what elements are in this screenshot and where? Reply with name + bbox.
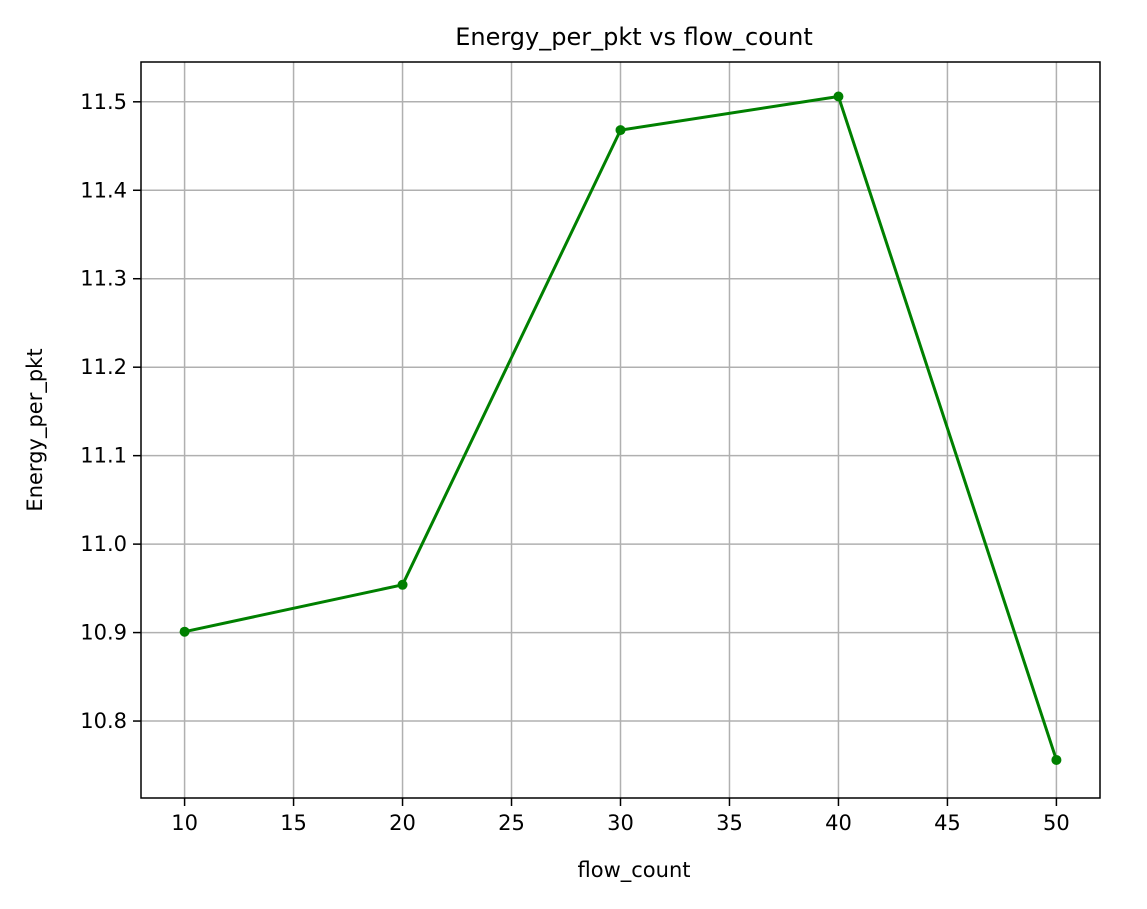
data-point	[833, 91, 844, 102]
y-tick-label: 11.2	[80, 355, 127, 379]
y-tick-label: 10.8	[80, 709, 127, 733]
x-tick-label: 15	[280, 811, 307, 835]
x-tick-label: 25	[498, 811, 525, 835]
series-layer	[179, 91, 1062, 765]
axis-ticks: 10 15 20 25 30 35 40 45 50 10.8 10.9 11.0 11.1 11.2 11…	[80, 90, 1070, 835]
y-tick-label: 11.1	[80, 444, 127, 468]
grid-lines	[141, 62, 1100, 798]
x-tick-label: 10	[171, 811, 198, 835]
y-tick-label: 11.3	[80, 267, 127, 291]
x-tick-label: 40	[825, 811, 852, 835]
x-axis-label: flow_count	[578, 858, 691, 883]
x-tick-label: 45	[934, 811, 961, 835]
chart-title: Energy_per_pkt vs flow_count	[455, 23, 813, 51]
y-tick-label: 10.9	[80, 621, 127, 645]
data-point	[1051, 754, 1062, 765]
y-tick-label: 11.0	[80, 532, 127, 556]
x-tick-label: 20	[389, 811, 416, 835]
x-tick-label: 50	[1043, 811, 1070, 835]
x-tick-label: 35	[716, 811, 743, 835]
data-point	[179, 626, 190, 637]
x-tick-label: 30	[607, 811, 634, 835]
data-point	[397, 579, 408, 590]
data-point	[615, 125, 626, 136]
y-axis-label: Energy_per_pkt	[23, 348, 48, 511]
y-tick-label: 11.4	[80, 178, 127, 202]
y-tick-label: 11.5	[80, 90, 127, 114]
